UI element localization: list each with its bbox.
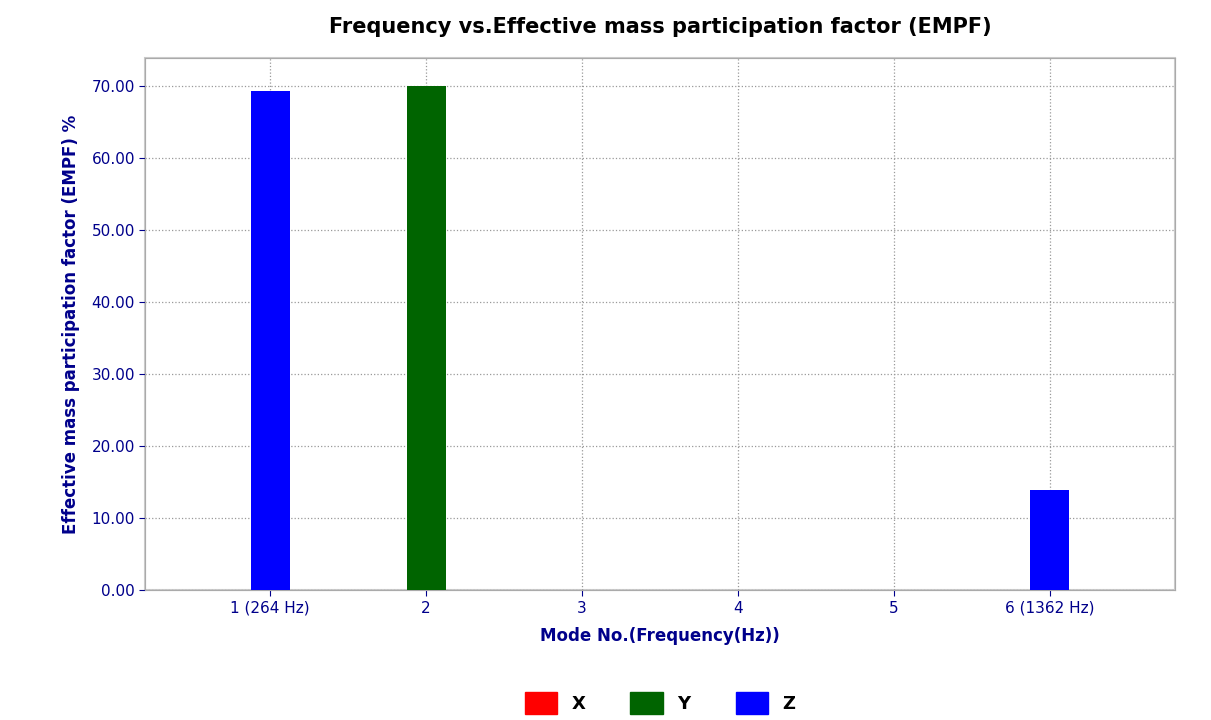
Bar xyxy=(1031,490,1069,590)
X-axis label: Mode No.(Frequency(Hz)): Mode No.(Frequency(Hz)) xyxy=(540,627,780,645)
Y-axis label: Effective mass participation factor (EMPF) %: Effective mass participation factor (EMP… xyxy=(62,114,80,534)
Title: Frequency vs.Effective mass participation factor (EMPF): Frequency vs.Effective mass participatio… xyxy=(328,17,992,37)
Legend: X, Y, Z: X, Y, Z xyxy=(517,685,803,720)
Bar xyxy=(407,86,446,590)
Bar xyxy=(251,91,289,590)
Bar xyxy=(145,58,1175,590)
